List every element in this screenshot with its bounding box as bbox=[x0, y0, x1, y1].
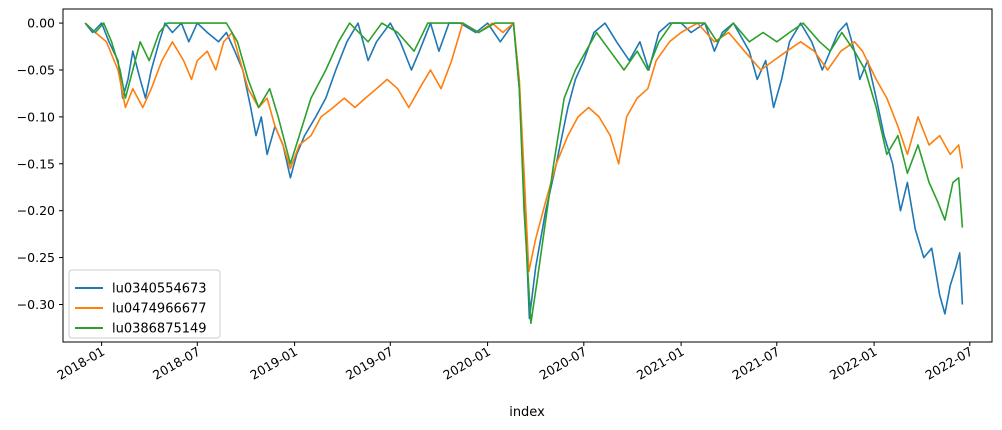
x-tick-label: 2021-07 bbox=[730, 344, 783, 383]
series-layer bbox=[84, 22, 964, 324]
y-tick-label: −0.15 bbox=[17, 156, 55, 171]
x-axis: 2018-01 2018-07 2019-01 2019-07 2020-01 2020-… bbox=[54, 342, 975, 383]
legend-label: lu0340554673 bbox=[112, 282, 207, 297]
x-tick-label: 2021-01 bbox=[634, 344, 687, 383]
x-tick-label: 2019-07 bbox=[343, 344, 396, 383]
x-tick-label: 2018-07 bbox=[150, 344, 203, 383]
y-tick-label: −0.10 bbox=[17, 109, 55, 124]
legend-label: lu0386875149 bbox=[112, 322, 207, 337]
series-line-lu0386875149 bbox=[84, 22, 964, 324]
y-tick-label: −0.25 bbox=[17, 250, 55, 265]
x-tick-label: 2022-01 bbox=[827, 344, 880, 383]
legend-label: lu0474966677 bbox=[112, 302, 207, 317]
y-tick-label: −0.20 bbox=[17, 203, 55, 218]
y-axis: 0.00 −0.05 −0.10 −0.15 −0.20 −0.25 −0.30 bbox=[17, 16, 63, 312]
y-tick-label: −0.30 bbox=[17, 297, 55, 312]
plot-frame bbox=[62, 8, 993, 343]
x-tick-label: 2020-01 bbox=[440, 344, 493, 383]
legend: lu0340554673 lu0474966677 lu0386875149 bbox=[68, 269, 221, 339]
x-tick-label: 2018-01 bbox=[54, 344, 107, 383]
x-axis-title: index bbox=[509, 405, 545, 420]
x-tick-label: 2020-07 bbox=[537, 344, 590, 383]
x-tick-label: 2019-01 bbox=[247, 344, 300, 383]
x-tick-label: 2022-07 bbox=[923, 344, 976, 383]
y-tick-label: −0.05 bbox=[17, 62, 55, 77]
y-tick-label: 0.00 bbox=[27, 16, 55, 31]
legend-box bbox=[68, 269, 221, 339]
series-line-lu0474966677 bbox=[84, 22, 964, 273]
